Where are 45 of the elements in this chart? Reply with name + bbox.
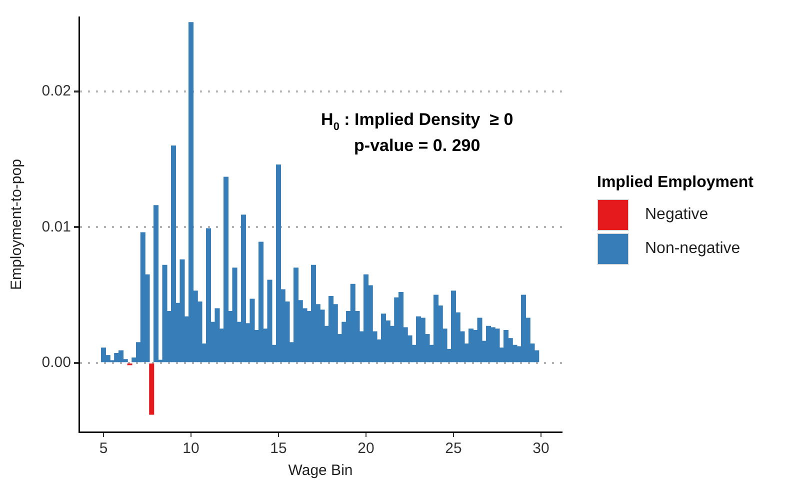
x-tick-label: 20: [358, 440, 374, 458]
bar: [310, 264, 316, 362]
bar: [267, 280, 272, 362]
x-tick-label: 5: [99, 440, 108, 458]
bar: [149, 364, 154, 415]
x-tick-label: 30: [532, 440, 550, 458]
bar: [276, 164, 282, 362]
bar: [450, 290, 456, 362]
bar: [232, 268, 238, 362]
bar: [250, 298, 255, 362]
bar: [153, 205, 159, 362]
annotation: p-value = 0. 290: [354, 136, 480, 155]
bar: [363, 274, 369, 362]
bar: [293, 268, 299, 362]
y-tick-label: 0.00: [42, 354, 71, 371]
bar: [162, 264, 168, 362]
legend-label: Non-negative: [645, 240, 740, 258]
y-tick-label: 0.01: [42, 218, 71, 236]
x-axis-title: Wage Bin: [288, 462, 353, 480]
bar: [477, 318, 482, 362]
bar: [118, 350, 124, 362]
legend-label: Negative: [645, 206, 708, 224]
bar: [503, 330, 509, 362]
bar: [188, 22, 194, 362]
bar: [433, 294, 439, 362]
bar: [520, 294, 526, 362]
bar: [100, 348, 106, 362]
bar: [258, 242, 264, 362]
bar: [494, 328, 500, 362]
legend-title: Implied Employment: [597, 174, 754, 192]
bar: [328, 296, 334, 362]
y-tick-label: 0.02: [42, 82, 71, 100]
x-tick-label: 25: [445, 440, 462, 458]
bar: [240, 214, 246, 362]
bar: [180, 259, 185, 362]
bar: [206, 228, 212, 362]
bar: [398, 292, 404, 362]
x-tick-label: 10: [182, 440, 200, 458]
x-tick-label: 15: [270, 440, 287, 458]
bar: [380, 314, 386, 362]
bar: [214, 308, 220, 362]
y-axis-title: Employment-to-pop: [8, 159, 26, 290]
bar: [170, 146, 176, 362]
bar: [223, 176, 229, 362]
bar: [468, 328, 474, 362]
